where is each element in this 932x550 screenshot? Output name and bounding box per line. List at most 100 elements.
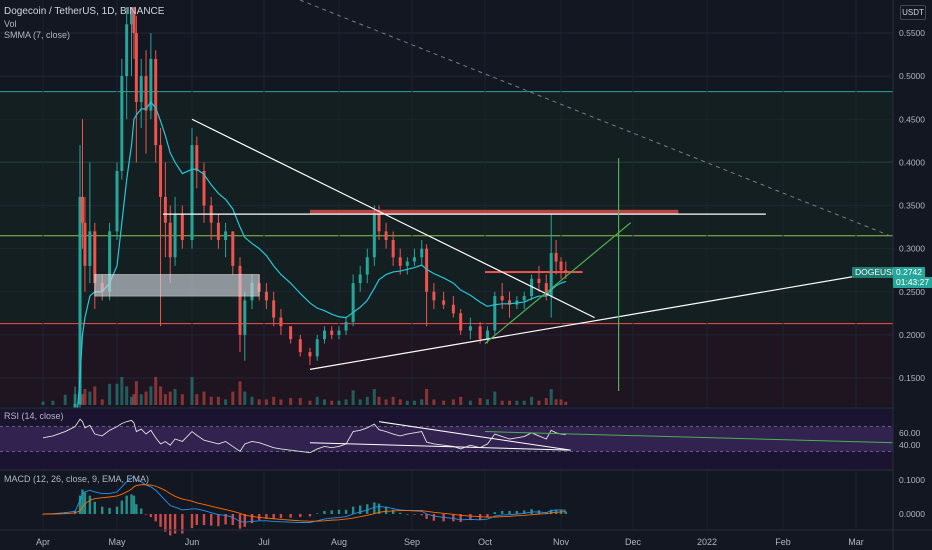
last-price-badge: 0.2742 <box>893 267 925 278</box>
macd-histogram-bar <box>384 506 388 514</box>
time-tick-label: Dec <box>625 537 642 547</box>
volume-bar <box>442 400 446 405</box>
volume-bar <box>344 399 348 405</box>
volume-bar <box>83 389 87 405</box>
candle-body <box>202 171 206 206</box>
volume-bar <box>279 399 283 405</box>
macd-histogram-bar <box>88 495 92 514</box>
candle-body <box>132 7 136 33</box>
volume-bar <box>298 398 302 405</box>
volume-bar <box>544 398 548 405</box>
candle-body <box>144 76 148 111</box>
candle-body <box>120 76 124 171</box>
volume-bar <box>522 400 526 405</box>
macd-histogram-bar <box>120 500 124 514</box>
macd-histogram-bar <box>337 509 341 514</box>
macd-histogram-bar <box>316 513 319 514</box>
macd-histogram-bar <box>358 505 362 514</box>
macd-histogram-bar <box>190 514 194 529</box>
candle-body <box>485 330 489 340</box>
volume-bar <box>515 400 519 405</box>
time-tick-label: Nov <box>553 537 570 547</box>
volume-bar <box>243 391 247 405</box>
candle-body <box>344 321 348 331</box>
smma-label[interactable]: SMMA (7, close) <box>4 30 71 40</box>
rsi-label[interactable]: RSI (14, close) <box>4 411 64 421</box>
volume-bar <box>134 381 138 405</box>
candle-body <box>544 283 548 297</box>
volume-bar <box>289 398 293 405</box>
volume-bar <box>51 400 55 405</box>
volume-bar <box>80 394 84 405</box>
volume-bar <box>493 391 497 405</box>
macd-histogram-bar <box>330 510 333 514</box>
candle-body <box>351 283 355 322</box>
volume-bar <box>149 386 153 405</box>
candle-body <box>459 313 463 331</box>
macd-histogram-bar <box>130 494 133 514</box>
candle-body <box>149 58 153 111</box>
symbol-title[interactable]: Dogecoin / TetherUS, 1D, BINANCE <box>4 6 165 17</box>
volume-bar <box>398 399 402 405</box>
macd-histogram-bar <box>508 510 511 514</box>
volume-bar <box>125 386 129 405</box>
candle-body <box>279 317 283 327</box>
candle-body <box>420 248 424 258</box>
volume-bar <box>195 394 199 405</box>
volume-bar <box>559 399 563 405</box>
macd-signal-line <box>43 484 566 522</box>
volume-bar <box>257 399 261 405</box>
macd-histogram-bar <box>373 502 376 514</box>
macd-histogram-bar <box>351 506 355 514</box>
trendline <box>309 273 866 370</box>
candle-body <box>154 58 158 146</box>
candle-body <box>243 300 247 335</box>
volume-bar <box>500 400 504 405</box>
volume-bar <box>115 383 119 405</box>
volume-bar <box>425 389 429 405</box>
macd-histogram-bar <box>144 514 148 515</box>
volume-bar <box>351 390 355 405</box>
support-box <box>94 274 260 297</box>
macd-histogram-bar <box>115 506 119 514</box>
currency-button[interactable]: USDT <box>900 5 926 20</box>
volume-bar <box>154 377 158 405</box>
candle-body <box>398 257 402 266</box>
volume-bar <box>549 389 553 405</box>
volume-bar <box>412 400 416 405</box>
candle-body <box>432 291 436 301</box>
macd-histogram-bar <box>101 506 104 514</box>
macd-histogram-bar <box>132 495 136 514</box>
rsi-tick-label: 40.00 <box>899 440 921 450</box>
price-tick-label: 0.1500 <box>899 373 925 383</box>
volume-bar <box>315 396 319 405</box>
macd-histogram-bar <box>452 514 455 522</box>
macd-tick-label: 0.0000 <box>899 509 925 519</box>
price-tick-label: 0.4500 <box>899 114 925 124</box>
rsi-tick-label: 60.00 <box>899 428 921 438</box>
volume-bar <box>358 399 362 405</box>
volume-bar <box>485 399 489 405</box>
volume-bar <box>377 396 381 405</box>
candle-body <box>478 326 482 340</box>
candle-body <box>93 231 97 284</box>
volume-bar <box>330 400 334 405</box>
macd-histogram-bar <box>78 495 82 514</box>
volume-bar <box>88 391 92 405</box>
candle-body <box>163 196 167 223</box>
macd-histogram-bar <box>154 514 157 522</box>
volume-label[interactable]: Vol <box>4 19 17 29</box>
candle-body <box>559 261 563 271</box>
candle-body <box>289 326 293 340</box>
macd-histogram-bar <box>265 514 268 519</box>
resistance-zone <box>309 209 679 214</box>
volume-bar <box>537 400 541 405</box>
macd-histogram-bar <box>344 509 348 514</box>
volume-bar <box>159 386 163 405</box>
smma-line <box>42 101 567 461</box>
candle-body <box>537 278 541 284</box>
macd-label[interactable]: MACD (12, 26, close, 9, EMA, EMA) <box>4 474 150 484</box>
volume-bar <box>144 391 148 405</box>
candle-body <box>78 196 82 404</box>
